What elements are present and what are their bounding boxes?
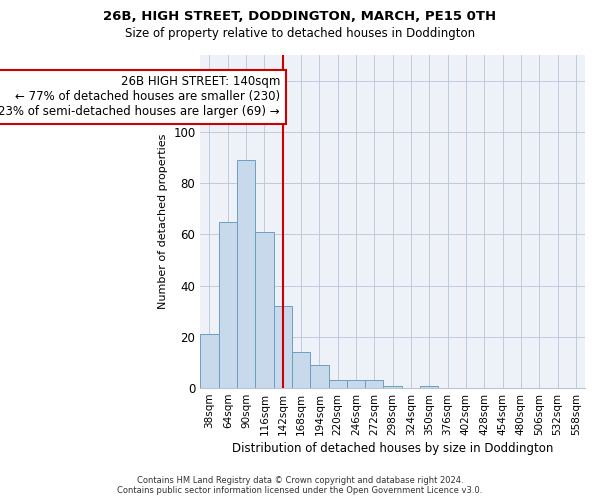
Bar bbox=[292, 352, 310, 388]
Bar bbox=[218, 222, 237, 388]
Bar bbox=[200, 334, 218, 388]
Bar bbox=[310, 365, 329, 388]
Bar bbox=[329, 380, 347, 388]
Bar bbox=[347, 380, 365, 388]
Bar bbox=[365, 380, 383, 388]
Bar bbox=[420, 386, 439, 388]
Text: Contains HM Land Registry data © Crown copyright and database right 2024.
Contai: Contains HM Land Registry data © Crown c… bbox=[118, 476, 482, 495]
Text: 26B HIGH STREET: 140sqm
← 77% of detached houses are smaller (230)
23% of semi-d: 26B HIGH STREET: 140sqm ← 77% of detache… bbox=[0, 76, 280, 118]
Text: 26B, HIGH STREET, DODDINGTON, MARCH, PE15 0TH: 26B, HIGH STREET, DODDINGTON, MARCH, PE1… bbox=[103, 10, 497, 23]
Bar bbox=[237, 160, 255, 388]
Bar bbox=[274, 306, 292, 388]
X-axis label: Distribution of detached houses by size in Doddington: Distribution of detached houses by size … bbox=[232, 442, 553, 455]
Text: Size of property relative to detached houses in Doddington: Size of property relative to detached ho… bbox=[125, 28, 475, 40]
Y-axis label: Number of detached properties: Number of detached properties bbox=[158, 134, 167, 309]
Bar bbox=[383, 386, 402, 388]
Bar bbox=[255, 232, 274, 388]
